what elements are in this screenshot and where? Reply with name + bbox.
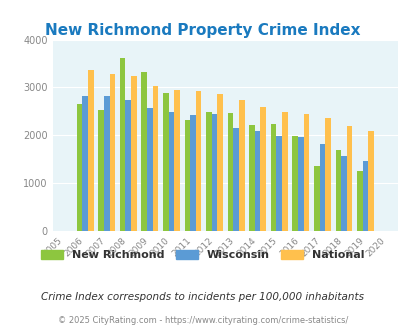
Bar	[109, 74, 115, 231]
Bar	[152, 85, 158, 231]
Text: © 2025 CityRating.com - https://www.cityrating.com/crime-statistics/: © 2025 CityRating.com - https://www.city…	[58, 315, 347, 325]
Bar	[168, 112, 174, 231]
Bar	[249, 125, 254, 231]
Bar	[88, 70, 93, 231]
Text: Crime Index corresponds to incidents per 100,000 inhabitants: Crime Index corresponds to incidents per…	[41, 292, 364, 302]
Bar	[195, 91, 201, 231]
Bar	[82, 96, 88, 231]
Bar	[162, 93, 168, 231]
Bar	[367, 130, 373, 231]
Bar	[184, 120, 190, 231]
Bar	[104, 96, 109, 231]
Bar	[254, 131, 260, 231]
Bar	[313, 166, 319, 231]
Bar	[324, 117, 330, 231]
Bar	[206, 112, 211, 231]
Bar	[77, 104, 82, 231]
Bar	[356, 171, 362, 231]
Bar	[211, 114, 217, 231]
Bar	[190, 115, 195, 231]
Bar	[233, 128, 238, 231]
Bar	[292, 136, 297, 231]
Bar	[125, 100, 131, 231]
Bar	[131, 77, 136, 231]
Bar	[297, 137, 303, 231]
Bar	[217, 94, 222, 231]
Bar	[147, 108, 152, 231]
Bar	[281, 112, 287, 231]
Bar	[174, 90, 179, 231]
Bar	[141, 72, 147, 231]
Bar	[319, 145, 324, 231]
Bar	[238, 100, 244, 231]
Bar	[98, 110, 104, 231]
Bar	[119, 58, 125, 231]
Bar	[362, 161, 367, 231]
Bar	[227, 113, 233, 231]
Bar	[335, 150, 340, 231]
Text: New Richmond Property Crime Index: New Richmond Property Crime Index	[45, 23, 360, 38]
Bar	[270, 124, 276, 231]
Legend: New Richmond, Wisconsin, National: New Richmond, Wisconsin, National	[41, 250, 364, 260]
Bar	[260, 107, 265, 231]
Bar	[276, 136, 281, 231]
Bar	[303, 114, 309, 231]
Bar	[340, 156, 346, 231]
Bar	[346, 126, 352, 231]
